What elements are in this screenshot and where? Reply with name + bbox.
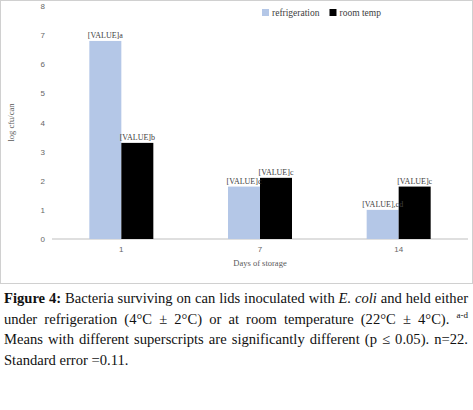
data-label: [VALUE]c — [397, 177, 432, 186]
caption-superscript: a-d — [457, 310, 469, 320]
y-tick-label: 3 — [41, 148, 46, 157]
caption: Figure 4: Bacteria surviving on can lids… — [4, 288, 468, 370]
data-label: [VALUE]a — [88, 31, 123, 40]
bars — [89, 41, 430, 239]
bar — [89, 41, 121, 239]
legend-swatch — [262, 9, 269, 16]
y-tick-label: 1 — [41, 206, 46, 215]
legend-label: room temp — [339, 8, 381, 18]
y-tick-label: 8 — [41, 2, 46, 11]
bar — [399, 187, 431, 239]
data-label: [VALUE],cd — [362, 200, 403, 209]
data-label: [VALUE]c — [259, 168, 294, 177]
data-label: [VALUE]c — [227, 177, 262, 186]
legend-swatch — [329, 9, 336, 16]
x-tick-label: 1 — [119, 245, 124, 254]
caption-text: Bacteria surviving on can lids inoculate… — [65, 290, 335, 306]
y-tick-label: 4 — [41, 119, 46, 128]
x-axis-title: Days of storage — [233, 258, 287, 268]
bar — [228, 187, 260, 239]
bar — [367, 210, 399, 239]
chart-frame — [1, 1, 473, 284]
data-labels: [VALUE]a [VALUE]c [VALUE],cd [VALUE]b [VALUE… — [88, 31, 433, 209]
caption-label: Figure 4: — [4, 290, 61, 306]
y-tick-label: 2 — [41, 177, 46, 186]
y-tick-label: 7 — [41, 31, 46, 40]
caption-organism: E. coli — [339, 290, 377, 306]
y-tick-label: 6 — [41, 60, 46, 69]
bar — [260, 178, 292, 239]
legend-label: refrigeration — [272, 8, 320, 18]
y-tick-label: 5 — [41, 89, 46, 98]
y-tick-label: 0 — [41, 235, 46, 244]
data-label: [VALUE]b — [120, 133, 155, 142]
y-axis-title: log cfu/can — [6, 103, 16, 142]
bar — [121, 143, 153, 239]
x-tick-label: 14 — [394, 245, 403, 254]
caption-text: Means with different superscripts are si… — [4, 331, 468, 368]
x-tick-label: 7 — [258, 245, 263, 254]
